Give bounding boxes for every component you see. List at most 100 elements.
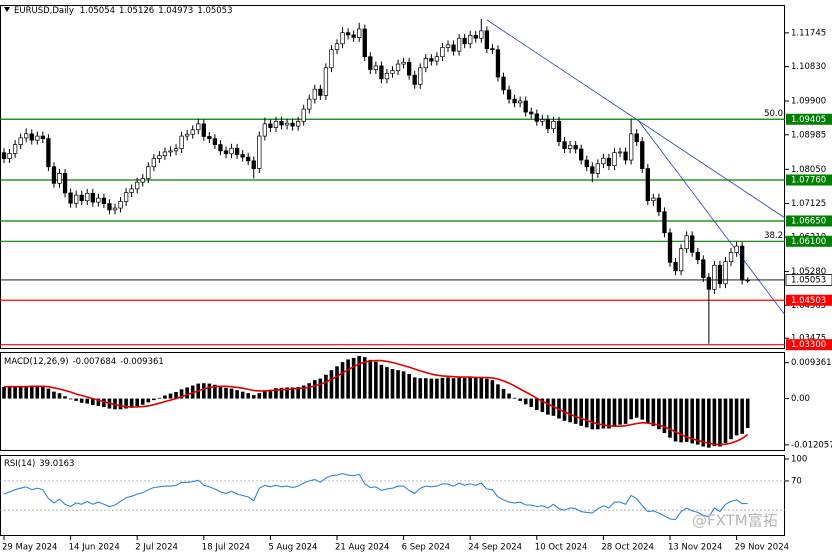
candle-body [373, 65, 378, 70]
collapse-icon[interactable] [4, 7, 10, 12]
macd-bar [163, 395, 167, 399]
macd-bar [723, 398, 728, 444]
candle-body [107, 203, 112, 211]
macd-bar [634, 398, 639, 418]
macd-bar [246, 393, 250, 399]
macd-bar [2, 387, 6, 399]
candle-body [135, 181, 140, 190]
macd-bar [41, 386, 45, 399]
macd-bar [7, 387, 12, 399]
symbol: EURUSD,Daily [14, 6, 74, 16]
y-tick-label: 0.009361 [791, 358, 832, 368]
indicator-name: MACD(12,26,9) [4, 357, 69, 367]
macd-bar [52, 391, 56, 399]
macd-bar [718, 398, 722, 447]
level-label-box [786, 174, 832, 186]
candle-body [706, 277, 711, 290]
candle-body [739, 245, 745, 281]
candle-body [490, 48, 495, 51]
macd-bar [207, 383, 212, 399]
x-tick-label: 21 Aug 2024 [335, 543, 389, 553]
macd-bar [485, 378, 489, 399]
candle-body [573, 144, 578, 150]
rsi-header: RSI(14) 39.0163 [4, 459, 74, 469]
macd-bar [657, 398, 661, 430]
level-label: 1.03300 [791, 340, 826, 350]
level-label-box [786, 235, 832, 247]
candle-body [1, 152, 7, 159]
macd-bar [607, 398, 611, 429]
macd-bar [324, 374, 328, 399]
candle-body [523, 100, 528, 113]
candle-body [506, 89, 512, 100]
macd-bar [290, 387, 295, 399]
macd-bar [501, 388, 506, 399]
candle-body [323, 67, 329, 96]
candle-body [429, 58, 434, 62]
macd-bar [462, 377, 467, 399]
macd-bar [329, 370, 334, 399]
fib-label: 50.0 [764, 109, 783, 119]
candle-body [146, 166, 151, 179]
macd-bar [440, 377, 445, 399]
macd-bar [695, 398, 700, 445]
candle-body [717, 264, 723, 285]
macd-bar [351, 357, 356, 399]
macd-bar [85, 398, 90, 404]
candle-body [12, 144, 18, 154]
candle-body [96, 197, 101, 203]
candle-body [445, 44, 451, 48]
macd-bar [401, 371, 406, 399]
macd-bar [224, 387, 228, 399]
macd-bar [346, 359, 350, 399]
macd-bar [473, 377, 478, 399]
candle-body [151, 158, 157, 168]
macd-bar [734, 398, 739, 436]
y-tick-label: 1.07125 [791, 199, 826, 209]
macd-bar [435, 378, 439, 399]
candle-body [401, 61, 406, 65]
level-label-box [786, 339, 832, 351]
macd-bar [285, 387, 289, 399]
candle-body [296, 120, 301, 127]
candle-body [734, 245, 739, 253]
macd-bar [152, 398, 156, 401]
macd-bar [313, 380, 317, 399]
candle-body [273, 120, 279, 128]
candle-body [601, 157, 606, 165]
candle-body [312, 88, 317, 100]
level-label: 1.04503 [791, 296, 826, 306]
macd-bar [91, 398, 95, 406]
macd-bar [651, 398, 656, 427]
level-label: 1.07760 [791, 176, 826, 186]
candle-body [212, 138, 218, 145]
signal-value: -0.009361 [120, 357, 164, 367]
macd-bar [63, 396, 67, 399]
macd-bar [418, 378, 423, 399]
macd-bar [340, 362, 345, 399]
macd-bar [268, 389, 273, 399]
candle-body [651, 197, 656, 202]
candle-body [551, 120, 556, 130]
candle-body [501, 76, 506, 91]
macd-bar [318, 378, 323, 399]
macd-bar [618, 398, 622, 425]
candle-body [678, 248, 684, 272]
candle-body [329, 49, 334, 69]
macd-bar [202, 383, 206, 399]
macd-bar [263, 390, 267, 399]
y-tick-label: 1.10830 [791, 62, 826, 72]
candle-body [434, 56, 440, 62]
candle-body [623, 151, 628, 161]
candle-body [584, 159, 589, 168]
y-tick-label: 1.08050 [791, 165, 826, 175]
price-panel [0, 5, 785, 349]
candle-body [456, 37, 462, 52]
candle-body [18, 137, 23, 145]
macd-bar [235, 390, 239, 399]
candle-body [234, 147, 240, 155]
candle-body [7, 153, 12, 159]
y-tick-label: 1.03475 [791, 334, 826, 344]
macd-bar [385, 367, 389, 399]
